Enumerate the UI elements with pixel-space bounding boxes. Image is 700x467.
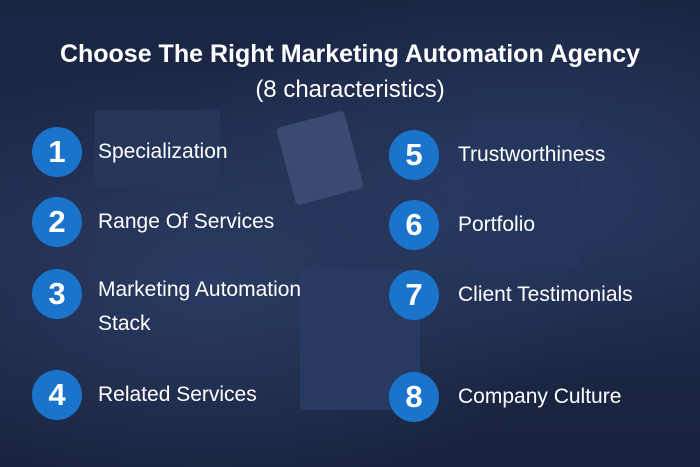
number-badge: 6 xyxy=(389,200,439,250)
number-badge: 8 xyxy=(389,372,439,422)
list-item: 7 Client Testimonials xyxy=(389,270,633,320)
item-label: Trustworthiness xyxy=(458,143,606,166)
number-badge: 1 xyxy=(32,127,82,177)
number-badge: 3 xyxy=(32,269,82,319)
item-label: Specialization xyxy=(98,140,228,163)
number-badge: 2 xyxy=(32,197,82,247)
page-subtitle: (8 characteristics) xyxy=(255,76,445,103)
item-label: Marketing Automation Stack xyxy=(98,278,302,335)
number-badge: 4 xyxy=(32,370,82,420)
list-item: 5 Trustworthiness xyxy=(389,130,605,180)
number-badge: 7 xyxy=(389,270,439,320)
list-item: 8 Company Culture xyxy=(389,372,621,422)
item-label: Portfolio xyxy=(458,213,536,236)
list-item: 4 Related Services xyxy=(32,370,257,420)
item-label: Client Testimonials xyxy=(458,283,633,306)
background-notebook xyxy=(275,110,365,206)
item-label: Company Culture xyxy=(458,385,622,408)
page-title: Choose The Right Marketing Automation Ag… xyxy=(59,40,641,68)
item-label: Related Services xyxy=(98,383,257,406)
item-label: Range Of Services xyxy=(98,210,275,233)
list-item: 1 Specialization xyxy=(32,127,228,177)
background-laptop xyxy=(95,110,220,190)
number-badge: 5 xyxy=(389,130,439,180)
background-laptop xyxy=(470,120,580,270)
list-item: 2 Range Of Services xyxy=(32,197,274,247)
list-item: 6 Portfolio xyxy=(389,200,535,250)
list-item: 3 Marketing Automation Stack xyxy=(32,269,358,341)
